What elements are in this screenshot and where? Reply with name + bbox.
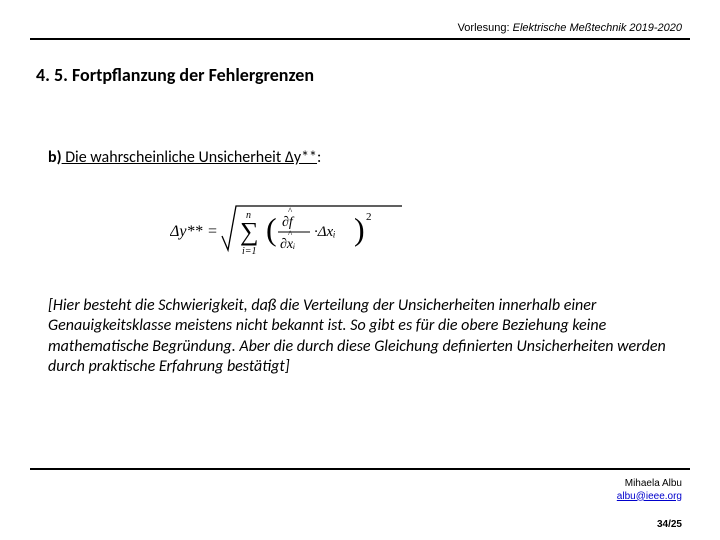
- formula-svg: Δy** = ∑ i=1 n ( ^ ∂f ^ ∂xᵢ ·Δxᵢ ): [170, 196, 410, 264]
- lecture-header: Vorlesung: Elektrische Meßtechnik 2019-2…: [458, 22, 682, 34]
- delta-xi: ·Δxᵢ: [314, 224, 336, 240]
- body-paragraph: [Hier besteht die Schwierigkeit, daß die…: [48, 296, 676, 378]
- frac-top: ∂f: [282, 215, 295, 230]
- footer-block: Mihaela Albu albu@ieee.org: [617, 478, 682, 503]
- exponent: 2: [366, 211, 372, 223]
- frac-bottom: ∂xᵢ: [280, 237, 295, 252]
- footer-author: Mihaela Albu: [617, 478, 682, 491]
- header-title: Elektrische Meßtechnik 2019-2020: [513, 22, 682, 34]
- slide-page: Vorlesung: Elektrische Meßtechnik 2019-2…: [0, 0, 720, 540]
- subheading-trail: :: [317, 148, 321, 167]
- subheading-text: Die wahrscheinliche Unsicherheit Δy**: [62, 148, 317, 167]
- bottom-rule: [30, 468, 690, 470]
- footer-email[interactable]: albu@ieee.org: [617, 491, 682, 504]
- rparen: ): [354, 211, 365, 247]
- formula-block: Δy** = ∑ i=1 n ( ^ ∂f ^ ∂xᵢ ·Δxᵢ ): [170, 196, 410, 264]
- formula-lhs: Δy**: [170, 223, 203, 240]
- section-title: 4. 5. Fortpflanzung der Fehlergrenzen: [36, 64, 314, 86]
- sum-lower: i=1: [242, 246, 257, 257]
- header-prefix: Vorlesung:: [458, 22, 513, 34]
- subheading-label: b): [48, 148, 62, 167]
- sigma-symbol: ∑: [240, 217, 259, 246]
- page-number: 34/25: [657, 519, 682, 530]
- subheading: b) Die wahrscheinliche Unsicherheit Δy**…: [48, 148, 321, 167]
- lparen: (: [266, 211, 277, 247]
- top-rule: [30, 38, 690, 40]
- equals-sign: =: [208, 223, 217, 240]
- sum-upper: n: [246, 210, 251, 221]
